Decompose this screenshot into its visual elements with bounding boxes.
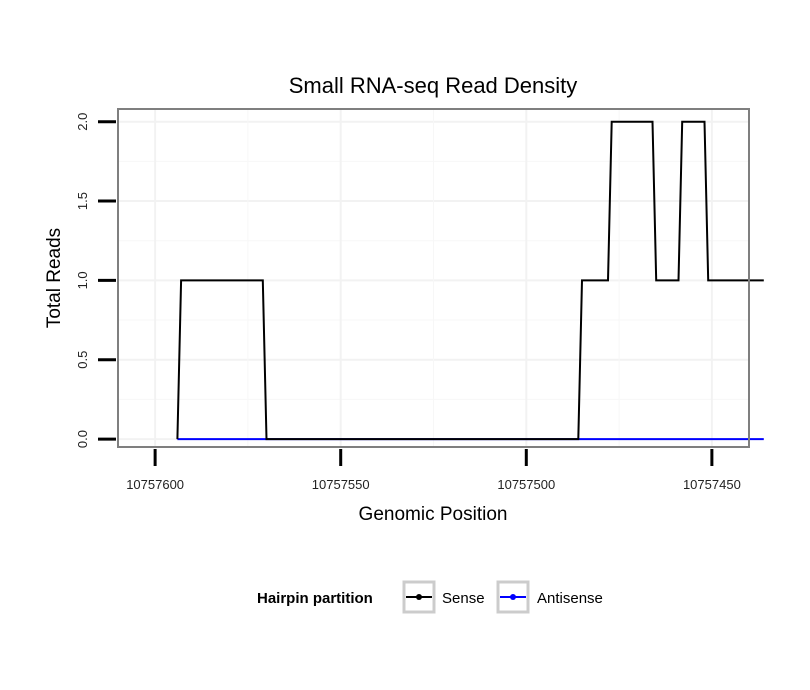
- y-tick-label: 0.5: [75, 351, 90, 369]
- y-tick-label: 1.5: [75, 192, 90, 210]
- series-line-sense: [176, 120, 764, 441]
- y-tick-label: 2.0: [75, 113, 90, 131]
- legend-label-sense: Sense: [442, 590, 485, 607]
- legend-point-sense: [416, 594, 422, 600]
- x-axis: 10757600 10757550 10757500 10757450: [126, 449, 741, 492]
- x-tick-label: 10757450: [683, 477, 741, 492]
- legend-label-antisense: Antisense: [537, 590, 603, 607]
- legend-title: Hairpin partition: [257, 590, 373, 607]
- y-tick-label: 1.0: [75, 271, 90, 289]
- y-tick-label: 0.0: [75, 430, 90, 448]
- series-layer: [176, 120, 764, 441]
- y-axis-title: Total Reads: [44, 228, 65, 328]
- legend-item-sense: Sense: [402, 580, 485, 614]
- plot-grid: [118, 109, 749, 447]
- chart-title: Small RNA-seq Read Density: [289, 73, 578, 98]
- x-tick-label: 10757500: [497, 477, 555, 492]
- y-axis: 0.0 0.5 1.0 1.5 2.0: [75, 113, 116, 448]
- legend: Hairpin partition Sense Antisense: [257, 580, 603, 614]
- x-axis-title: Genomic Position: [359, 504, 508, 525]
- plot-border: [117, 108, 750, 448]
- x-tick-label: 10757600: [126, 477, 184, 492]
- legend-point-antisense: [510, 594, 516, 600]
- legend-item-antisense: Antisense: [496, 580, 603, 614]
- x-tick-label: 10757550: [312, 477, 370, 492]
